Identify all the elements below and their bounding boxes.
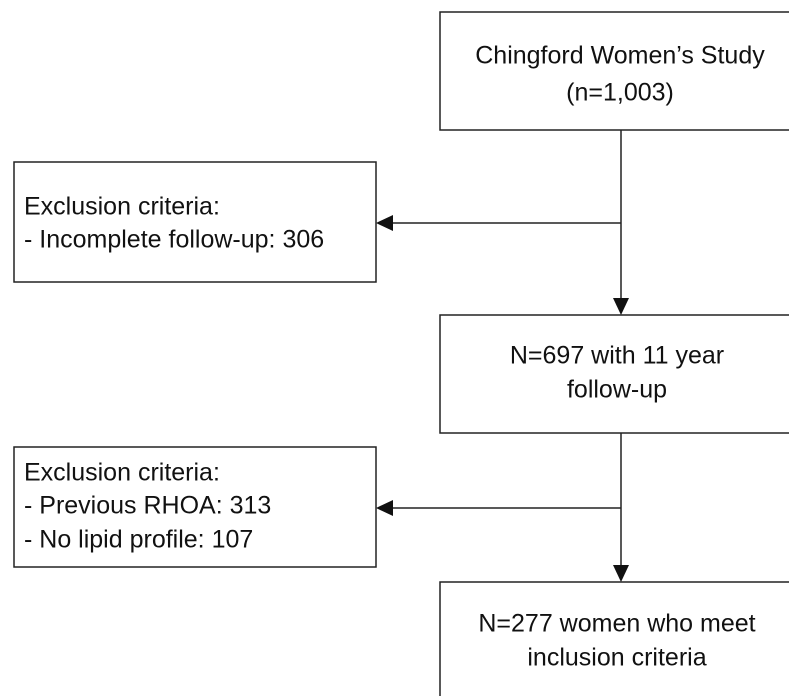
arrow-head [376,500,393,516]
box [439,11,789,131]
box [439,314,789,434]
node-text: - Incomplete follow-up: 306 [24,226,324,254]
box [13,446,377,568]
box [13,161,377,283]
arrow-head [376,215,393,231]
node-text: N=697 with 11 year [510,342,724,370]
arrow-head [613,298,629,315]
node-text: Exclusion criteria: [24,459,220,487]
node-text: (n=1,003) [566,79,674,107]
node-text: - No lipid profile: 107 [24,526,253,554]
box [439,581,789,696]
node-text: Exclusion criteria: [24,193,220,221]
node-text: - Previous RHOA: 313 [24,492,271,520]
node-text: follow-up [567,376,667,404]
arrow-head [613,565,629,582]
node-text: N=277 women who meet [478,610,755,638]
node-text: Chingford Women’s Study [475,42,765,70]
node-text: inclusion criteria [527,644,706,672]
